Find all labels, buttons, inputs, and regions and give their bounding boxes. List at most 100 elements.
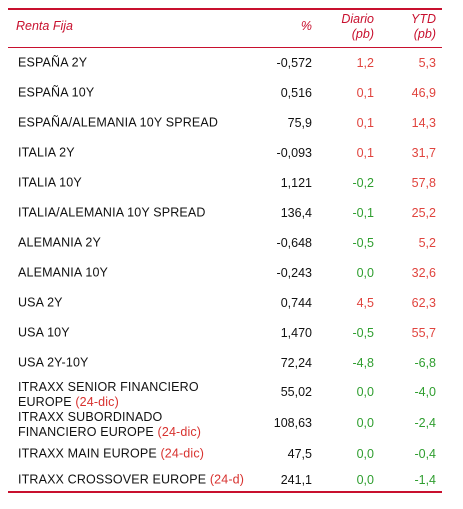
row-name-text: ITALIA 2Y [18,145,75,160]
row-diario: 4,5 [356,296,374,310]
table-row: ESPAÑA 2Y -0,572 1,2 5,3 [8,48,442,78]
row-percent: 55,02 [280,385,312,399]
table-row: ALEMANIA 10Y -0,243 0,0 32,6 [8,258,442,288]
row-name: ITALIA 10Y [18,176,82,191]
row-percent: 136,4 [280,206,312,220]
table-header: Renta Fija % Diario (pb) YTD (pb) [8,10,442,46]
row-name: ESPAÑA/ALEMANIA 10Y SPREAD [18,116,218,131]
row-name: ESPAÑA 2Y [18,56,87,71]
header-percent: % [300,19,312,33]
row-name: USA 2Y [18,296,63,311]
row-diario: 0,1 [356,116,374,130]
row-diario: 0,0 [356,385,374,399]
table-row: ESPAÑA/ALEMANIA 10Y SPREAD 75,9 0,1 14,3 [8,108,442,138]
row-percent: 108,63 [273,416,312,430]
row-date: (24-dic) [160,446,205,460]
row-name-text: ESPAÑA/ALEMANIA 10Y SPREAD [18,115,219,130]
row-diario: 0,0 [356,266,374,280]
row-ytd: 32,6 [411,266,436,280]
row-percent: 1,470 [280,326,312,340]
row-percent: 241,1 [280,472,312,487]
row-percent: 1,121 [280,176,312,190]
row-percent: 0,516 [280,86,312,100]
row-name-text: ALEMANIA 2Y [18,235,101,250]
row-ytd: -1,4 [414,472,436,487]
row-ytd: -6,8 [414,355,436,370]
table-row: USA 10Y 1,470 -0,5 55,7 [8,318,442,348]
row-ytd: -2,4 [414,416,436,430]
row-diario: 1,2 [356,56,374,70]
row-percent: 47,5 [287,446,312,461]
row-diario: -0,1 [352,206,374,220]
row-name-line2: FINANCIERO EUROPE [18,425,154,439]
table-row: ITALIA 10Y 1,121 -0,2 57,8 [8,168,442,198]
row-name: ITALIA/ALEMANIA 10Y SPREAD [18,206,206,221]
row-ytd: 31,7 [411,146,436,160]
row-diario: 0,1 [356,146,374,160]
row-date: (24-dic) [157,425,202,439]
row-name-text: ESPAÑA 2Y [18,55,88,70]
row-percent: -0,648 [276,236,312,250]
row-percent: 0,744 [280,296,312,310]
table-row: USA 2Y-10Y 72,24 -4,8 -6,8 [8,348,442,377]
row-name: ITRAXX SUBORDINADO FINANCIERO EUROPE (24-… [18,410,201,440]
row-name: ALEMANIA 2Y [18,236,101,251]
row-name-line1: ITRAXX SENIOR FINANCIERO [18,380,199,394]
row-name-text: USA 2Y [18,295,63,310]
row-name: ESPAÑA 10Y [18,86,94,101]
row-ytd: 57,8 [411,176,436,190]
table-top-border [8,8,442,10]
row-name-text: USA 2Y-10Y [18,355,89,369]
table-row: ITRAXX SENIOR FINANCIERO EUROPE (24-dic) 5… [8,377,442,410]
row-name: ITRAXX CROSSOVER EUROPE (24-d) [18,472,244,487]
row-ytd: 55,7 [411,326,436,340]
row-name-text: ITALIA/ALEMANIA 10Y SPREAD [18,205,206,220]
row-name: ITRAXX SENIOR FINANCIERO EUROPE (24-dic) [18,380,199,410]
row-diario: -0,5 [352,326,374,340]
row-name: ALEMANIA 10Y [18,266,108,281]
row-ytd: 14,3 [411,116,436,130]
row-name-line1: ITRAXX SUBORDINADO [18,410,163,424]
row-name-text: ITRAXX MAIN EUROPE [18,446,157,460]
row-ytd: 46,9 [411,86,436,100]
table-row: ITRAXX SUBORDINADO FINANCIERO EUROPE (24-… [8,407,442,439]
row-percent: -0,572 [276,56,312,70]
row-name-text: ITRAXX CROSSOVER EUROPE [18,472,207,486]
row-ytd: 62,3 [411,296,436,310]
header-ytd-label: YTD [411,12,436,26]
row-name: USA 10Y [18,326,70,341]
header-diario-label: Diario [341,12,374,26]
table-bottom-border [8,491,442,493]
row-date: (24-dic) [75,395,119,409]
header-ytd: YTD (pb) [411,12,436,42]
table-row: ITRAXX CROSSOVER EUROPE (24-d) 241,1 0,0 -1… [8,468,442,491]
row-ytd: 25,2 [411,206,436,220]
row-name: ITRAXX MAIN EUROPE (24-dic) [18,446,204,461]
row-name-text: USA 10Y [18,325,70,340]
row-ytd: 5,2 [418,236,436,250]
row-ytd: -0,4 [414,446,436,461]
table-row: ITALIA/ALEMANIA 10Y SPREAD 136,4 -0,1 25,2 [8,198,442,228]
row-diario: 0,0 [356,446,374,461]
row-percent: 75,9 [287,116,312,130]
row-ytd: 5,3 [418,56,436,70]
row-name: ITALIA 2Y [18,146,75,161]
header-divider [8,47,442,48]
row-diario: -0,2 [352,176,374,190]
row-diario: 0,1 [356,86,374,100]
row-diario: -0,5 [352,236,374,250]
row-percent: 72,24 [280,355,312,370]
row-diario: 0,0 [356,416,374,430]
table-row: USA 2Y 0,744 4,5 62,3 [8,288,442,318]
table-row: ITALIA 2Y -0,093 0,1 31,7 [8,138,442,168]
table-row: ITRAXX MAIN EUROPE (24-dic) 47,5 0,0 -0,4 [8,439,442,468]
row-name-text: ITALIA 10Y [18,175,82,190]
row-percent: -0,093 [276,146,312,160]
row-diario: -4,8 [352,355,374,370]
row-name-text: ALEMANIA 10Y [18,265,109,280]
header-renta-fija: Renta Fija [16,19,73,33]
header-ytd-unit: (pb) [413,27,436,41]
row-name: USA 2Y-10Y [18,355,89,370]
row-date: (24-d) [209,472,245,486]
row-name-line2: EUROPE [18,395,72,409]
